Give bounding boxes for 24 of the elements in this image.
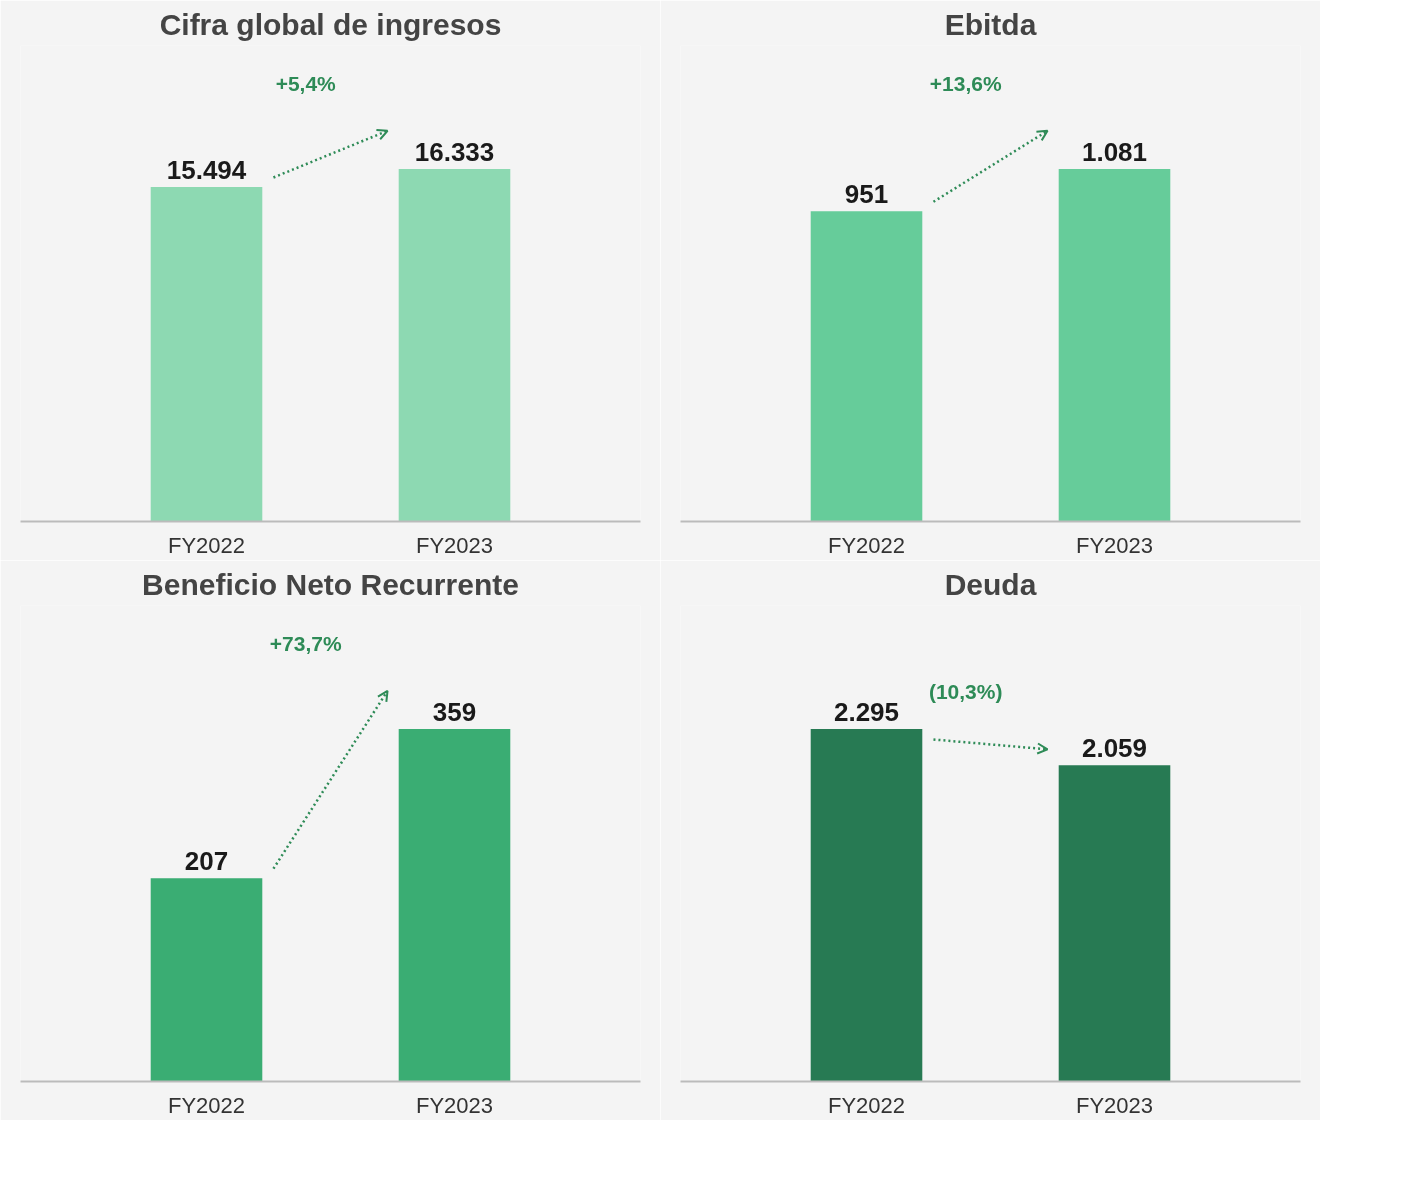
- x-tick-label: FY2022: [167, 532, 246, 558]
- data-label: 1.081: [1081, 136, 1148, 167]
- text: (10,3%): [928, 680, 1003, 704]
- data-label: 2.295: [833, 696, 900, 727]
- data-label: 15.494: [166, 155, 247, 186]
- x-tick-label: FY2022: [827, 1092, 906, 1118]
- x-tick-label: FY2023: [415, 532, 494, 558]
- text: +13,6%: [929, 71, 1002, 95]
- chart-title: Beneficio Neto Recurrente: [142, 567, 519, 601]
- chart-title: Cifra global de ingresos: [159, 7, 502, 41]
- x-tick-label: FY2022: [167, 1092, 246, 1118]
- x-tick-label: FY2022: [827, 532, 906, 558]
- x-tick-label: FY2023: [1075, 532, 1154, 558]
- text: +5,4%: [275, 71, 337, 95]
- x-tick-label: FY2023: [415, 1092, 494, 1118]
- data-label: 951: [844, 179, 889, 210]
- data-label: 2.059: [1081, 733, 1148, 764]
- chart-title: Deuda: [944, 567, 1037, 601]
- chart-title: Ebitda: [944, 7, 1037, 41]
- data-label: 16.333: [414, 136, 495, 167]
- data-label: 359: [432, 696, 477, 727]
- text: +73,7%: [269, 631, 342, 655]
- data-label: 207: [184, 846, 229, 877]
- x-tick-label: FY2023: [1075, 1092, 1154, 1118]
